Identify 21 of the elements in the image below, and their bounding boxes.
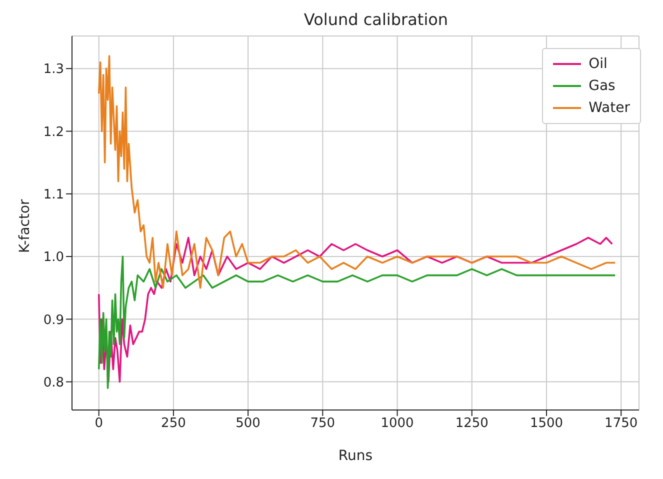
x-tick-label: 1250 (455, 416, 488, 432)
x-tick-label: 250 (161, 416, 186, 432)
y-tick-label: 1.2 (43, 124, 64, 140)
legend-label: Gas (588, 78, 616, 94)
x-tick-label: 1500 (530, 416, 564, 432)
legend-label: Water (588, 100, 630, 116)
y-tick-label: 0.8 (43, 375, 64, 390)
y-tick-label: 1.3 (43, 62, 64, 78)
x-tick-label: 0 (94, 416, 103, 432)
x-tick-label: 1750 (604, 416, 638, 432)
x-tick-label: 750 (310, 416, 336, 432)
x-axis-title: Runs (338, 448, 373, 464)
y-tick-label: 1.0 (43, 250, 64, 266)
legend-label: Oil (588, 56, 608, 72)
y-tick-label: 0.9 (43, 312, 64, 328)
chart-title: Volund calibration (302, 10, 450, 29)
y-tick-label: 1.1 (43, 187, 64, 202)
x-tick-label: 1000 (380, 416, 414, 432)
x-tick-label: 500 (236, 416, 260, 432)
line-series (98, 256, 616, 389)
y-axis-title: K-factor (16, 198, 33, 253)
